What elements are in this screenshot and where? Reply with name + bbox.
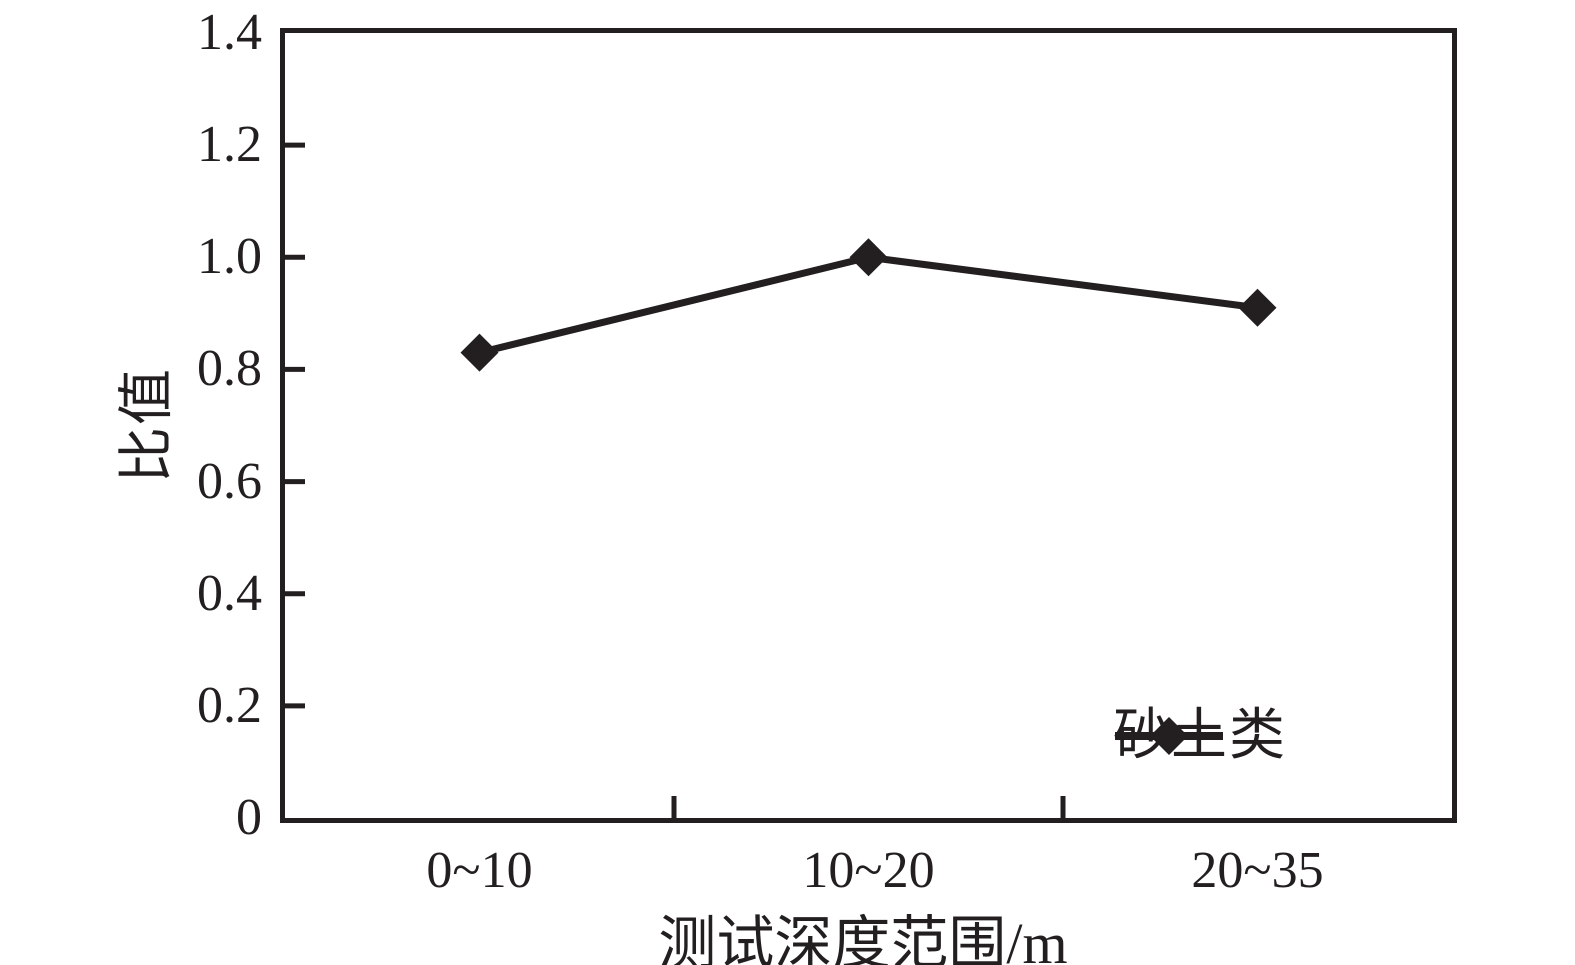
legend-marker-icon: [1115, 717, 1223, 755]
y-axis-title: 比值: [116, 367, 179, 483]
y-tick-label: 0.2: [197, 676, 262, 734]
x-tick-label: 20~35: [1191, 842, 1324, 899]
series-marker-diamond: [849, 238, 888, 277]
x-axis-tick-labels: 0~10 10~20 20~35: [0, 843, 1575, 903]
series-marker-diamond: [460, 333, 499, 372]
series-plot-svg: [285, 142, 1277, 818]
series-marker-diamond: [1238, 288, 1277, 327]
x-axis-title: 测试深度范围/m: [658, 911, 1068, 965]
y-tick-label: 1.2: [197, 116, 262, 174]
x-tick-label: 10~20: [802, 842, 935, 899]
y-tick-label: 1.4: [197, 4, 262, 61]
y-tick-label: 0.4: [197, 564, 262, 622]
legend: 砂土类: [1113, 705, 1287, 767]
plot-area: 砂土类: [280, 28, 1457, 823]
x-tick-label: 0~10: [426, 842, 533, 899]
y-tick-label: 1.0: [197, 228, 262, 286]
y-tick-label: 0: [236, 789, 262, 846]
y-axis-tick-labels: 0 0.2 0.4 0.6 0.8 1.0 1.2 1.4: [0, 0, 262, 965]
y-tick-label: 0.8: [197, 340, 262, 398]
y-tick-label: 0.6: [197, 452, 262, 510]
